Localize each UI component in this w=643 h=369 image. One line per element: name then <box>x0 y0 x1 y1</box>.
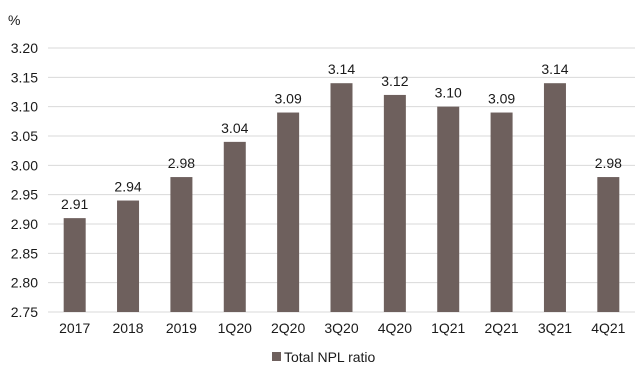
bars <box>63 83 620 313</box>
y-tick-label: 2.85 <box>11 245 38 261</box>
x-tick-label-4Q20: 4Q20 <box>378 320 412 336</box>
data-label-2Q21: 3.09 <box>488 91 515 107</box>
y-unit-label: % <box>8 12 20 28</box>
y-axis-ticks: 2.75 2.80 2.85 2.90 2.95 3.00 3.05 3.10 3.15 3.20 <box>11 40 38 320</box>
data-label-4Q21: 2.98 <box>595 155 622 171</box>
bar-1Q21 <box>437 106 460 313</box>
bar-2Q21 <box>490 112 513 313</box>
legend-label: Total NPL ratio <box>284 349 376 365</box>
data-label-1Q21: 3.10 <box>435 85 462 101</box>
x-tick-label-1Q21: 1Q21 <box>431 320 465 336</box>
data-label-2019: 2.98 <box>168 155 195 171</box>
data-label-3Q20: 3.14 <box>328 61 355 77</box>
data-label-3Q21: 3.14 <box>541 61 568 77</box>
data-label-2017: 2.91 <box>61 196 88 212</box>
y-tick-label: 3.20 <box>11 40 38 56</box>
data-label-4Q20: 3.12 <box>381 73 408 89</box>
y-tick-label: 3.15 <box>11 69 38 85</box>
bar-1Q20 <box>223 141 246 312</box>
y-tick-label: 2.90 <box>11 216 38 232</box>
x-tick-label-2Q21: 2Q21 <box>484 320 518 336</box>
y-tick-label: 2.75 <box>11 304 38 320</box>
x-axis-labels: 2017 2018 2019 1Q20 2Q20 3Q20 4Q20 1Q21 2Q21 3Q21… <box>59 320 626 336</box>
data-label-1Q20: 3.04 <box>221 120 248 136</box>
bar-4Q20 <box>383 94 406 312</box>
bar-2017 <box>63 218 86 312</box>
y-tick-label: 3.10 <box>11 99 38 115</box>
y-tick-label: 2.95 <box>11 187 38 203</box>
bar-2019 <box>170 177 193 312</box>
data-labels: 2.91 2.94 2.98 3.04 3.09 3.14 3.12 3.10 3.09 3.14… <box>61 61 622 212</box>
x-tick-label-3Q20: 3Q20 <box>324 320 358 336</box>
bar-2018 <box>117 200 140 312</box>
legend-swatch <box>272 352 281 361</box>
bar-4Q21 <box>597 177 620 312</box>
bar-3Q21 <box>543 83 566 312</box>
x-tick-label-4Q21: 4Q21 <box>591 320 625 336</box>
y-tick-label: 3.00 <box>11 157 38 173</box>
y-tick-label: 2.80 <box>11 275 38 291</box>
x-tick-label-2018: 2018 <box>112 320 143 336</box>
data-label-2018: 2.94 <box>114 179 141 195</box>
x-tick-label-2017: 2017 <box>59 320 90 336</box>
data-label-2Q20: 3.09 <box>275 91 302 107</box>
x-tick-label-3Q21: 3Q21 <box>538 320 572 336</box>
bar-3Q20 <box>330 83 353 312</box>
legend: Total NPL ratio <box>272 349 376 365</box>
x-tick-label-2Q20: 2Q20 <box>271 320 305 336</box>
x-tick-label-1Q20: 1Q20 <box>218 320 252 336</box>
y-tick-label: 3.05 <box>11 128 38 144</box>
bar-2Q20 <box>277 112 300 313</box>
x-tick-label-2019: 2019 <box>166 320 197 336</box>
